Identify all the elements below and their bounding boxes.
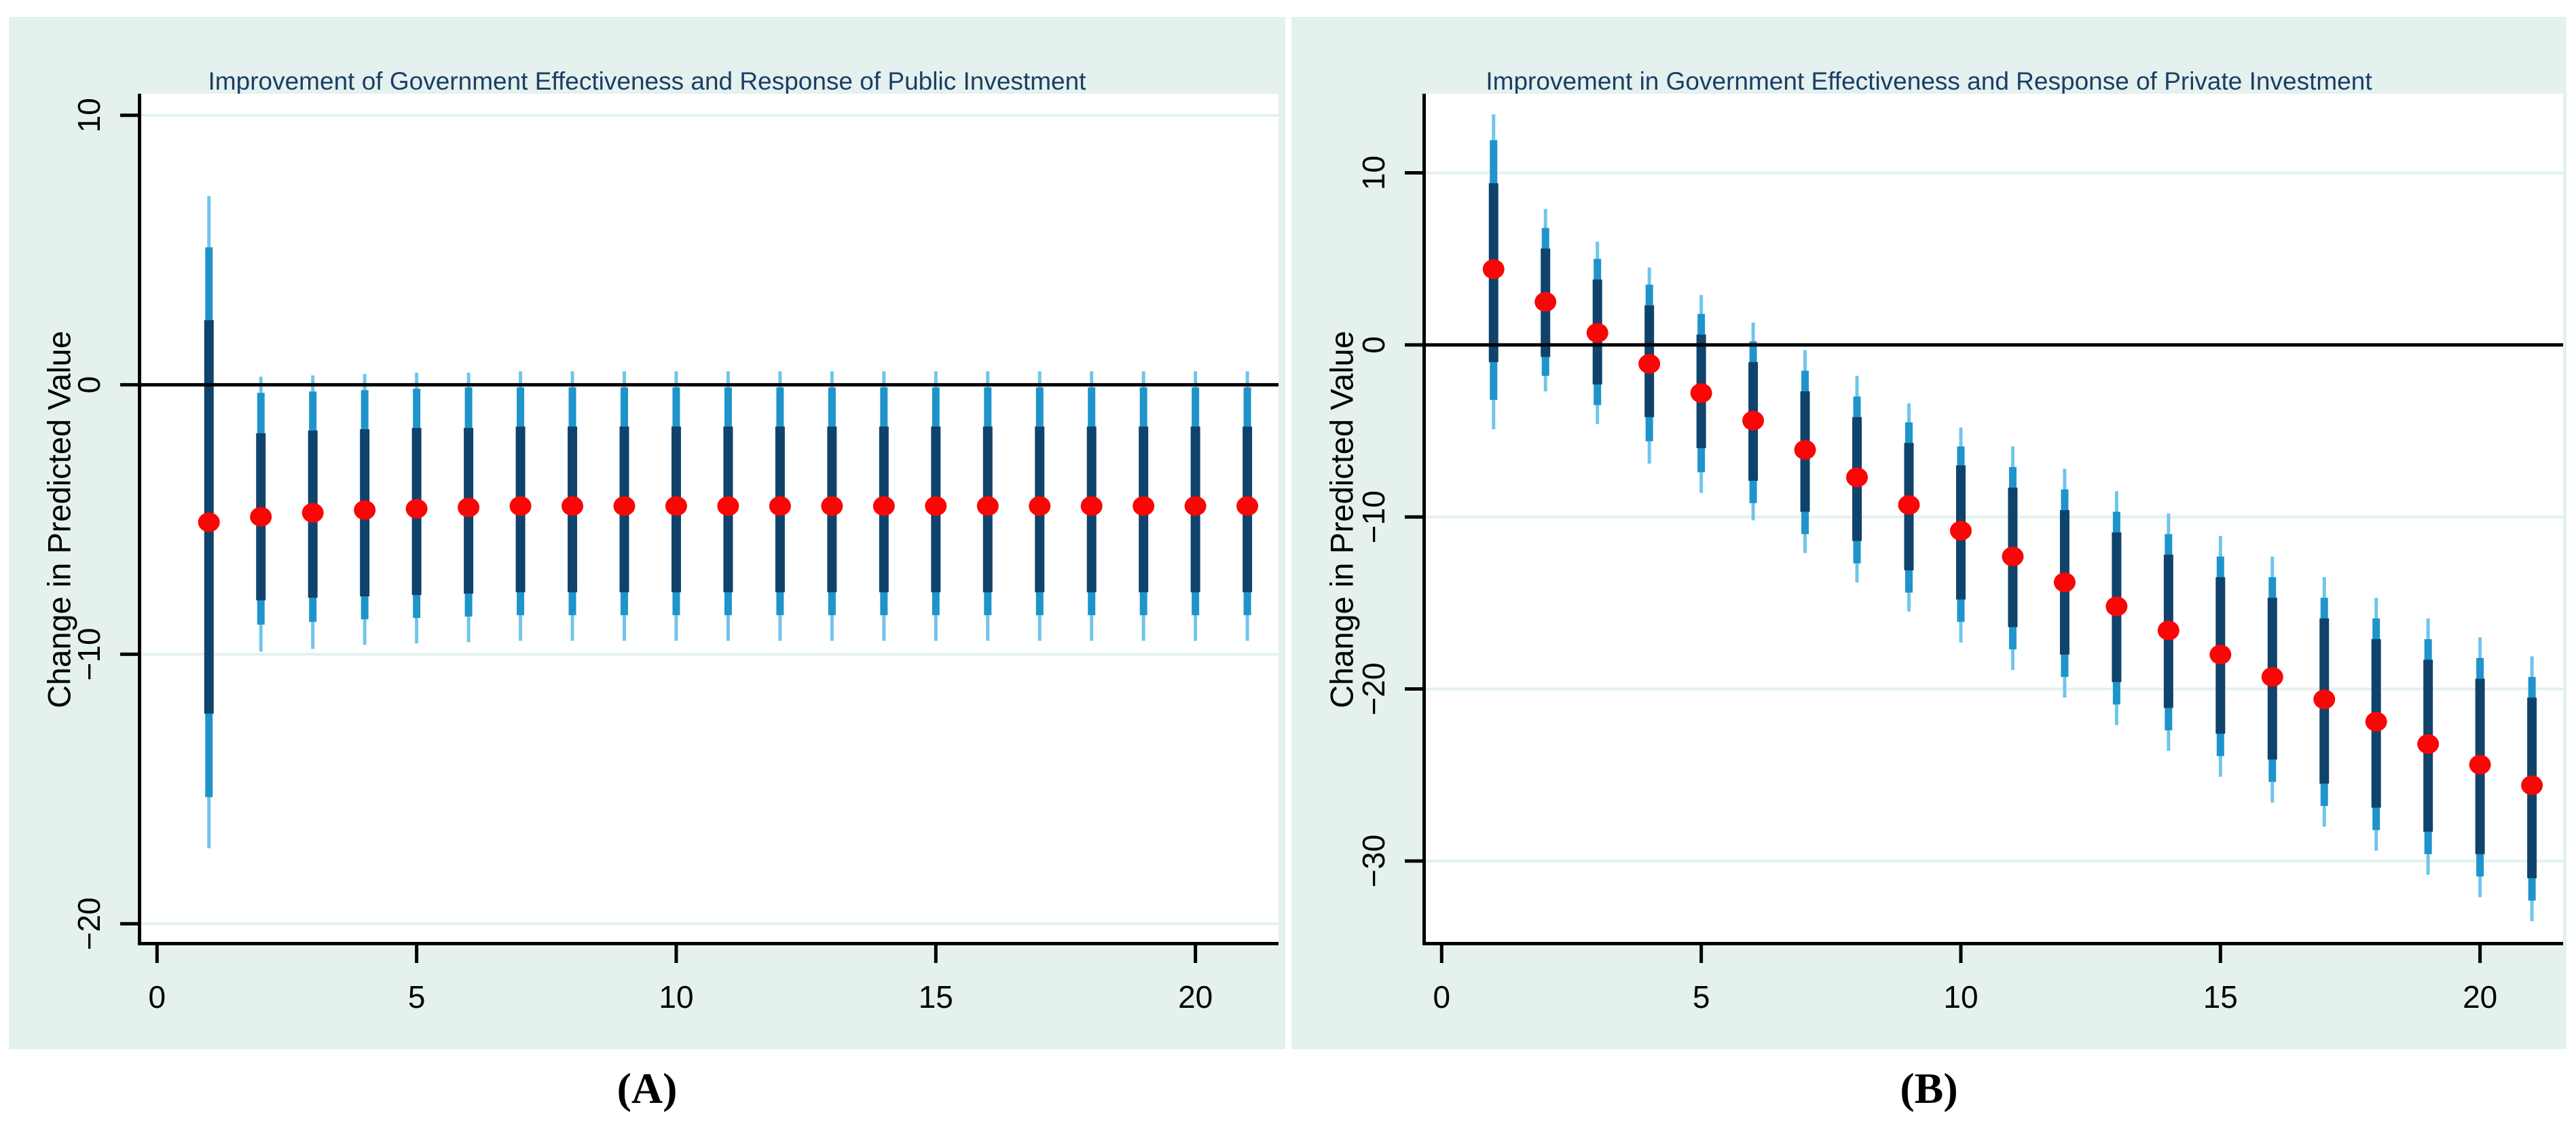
point-estimate-dot [509,496,532,516]
x-tick-label: 15 [2203,979,2238,1015]
point-estimate-dot [1029,496,1051,516]
point-estimate-dot [2105,596,2128,617]
point-estimate-dot [1236,496,1259,516]
point-estimate-dot [405,498,428,519]
point-estimate-dot [250,507,272,527]
panel-b-y-axis-label: Change in Predicted Value [1323,331,1360,708]
x-tick-label: 10 [659,979,693,1015]
y-tick-label: 0 [1356,336,1391,354]
point-estimate-dot [562,496,584,516]
panel-b-chart-canvas: 10 0 −10 −20 −30 0 5 10 15 20 [1356,94,2563,1015]
point-estimate-dot [2053,572,2076,592]
point-estimate-dot [2469,754,2491,775]
point-estimate-dot [872,496,895,516]
point-estimate-dot [2313,689,2336,710]
point-estimate-dot [1184,496,1207,516]
point-estimate-dot [1794,439,1816,460]
point-estimate-dot [717,496,739,516]
panel-a-caption: (A) [617,1064,678,1112]
point-estimate-dot [2209,644,2232,665]
y-tick-label: −10 [1356,490,1391,543]
y-tick-label: 0 [71,376,107,394]
panel-a-title: Improvement of Government Effectiveness … [208,67,1086,95]
point-estimate-dot [1482,259,1505,279]
point-estimate-dot [2002,546,2024,566]
point-estimate-dot [769,496,791,516]
point-estimate-dot [1898,494,1920,515]
point-estimate-dot [2365,712,2387,732]
point-estimate-dot [925,496,947,516]
point-estimate-dot [1742,410,1765,431]
panel-a-plot-area: 10 0 −10 −20 0 5 10 15 20 [71,94,1278,1015]
x-tick-label: 20 [2463,979,2497,1015]
point-estimate-dot [1586,323,1608,343]
x-tick-label: 15 [919,979,953,1015]
point-estimate-dot [1949,520,1972,541]
y-tick-label: −20 [71,897,107,950]
panel-b-caption: (B) [1900,1064,1958,1112]
y-tick-label: −20 [1356,663,1391,716]
x-tick-label: 5 [408,979,426,1015]
point-estimate-dot [1080,496,1103,516]
panel-a: Improvement of Government Effectiveness … [9,17,1285,1049]
panel-b: Improvement in Government Effectiveness … [1291,17,2566,1049]
point-estimate-dot [1638,354,1661,374]
y-tick-label: −30 [1356,835,1391,888]
point-estimate-dot [1846,467,1869,488]
point-estimate-dot [354,500,376,520]
point-estimate-dot [458,497,480,517]
point-estimate-dot [665,496,687,516]
point-estimate-dot [1534,292,1557,312]
point-estimate-dot [821,496,843,516]
x-tick-label: 5 [1693,979,1710,1015]
point-estimate-dot [2157,620,2179,640]
x-tick-label: 10 [1943,979,1978,1015]
x-tick-label: 0 [148,979,166,1015]
point-estimate-dot [2261,667,2283,687]
point-estimate-dot [1690,383,1712,403]
y-tick-label: −10 [71,627,107,680]
point-estimate-dot [613,496,636,516]
x-tick-label: 0 [1433,979,1450,1015]
panel-b-title: Improvement in Government Effectiveness … [1486,67,2372,95]
y-tick-label: 10 [71,98,107,132]
panel-a-chart-canvas: 10 0 −10 −20 0 5 10 15 20 [71,94,1278,1015]
point-estimate-dot [198,512,220,532]
point-estimate-dot [1133,496,1155,516]
x-tick-label: 20 [1178,979,1213,1015]
point-estimate-dot [2417,734,2440,754]
point-estimate-dot [2521,775,2543,795]
point-estimate-dot [976,496,999,516]
point-estimate-dot [301,503,324,523]
y-tick-label: 10 [1356,156,1391,190]
panel-b-plot-area: 10 0 −10 −20 −30 0 5 10 15 20 [1356,94,2563,1015]
